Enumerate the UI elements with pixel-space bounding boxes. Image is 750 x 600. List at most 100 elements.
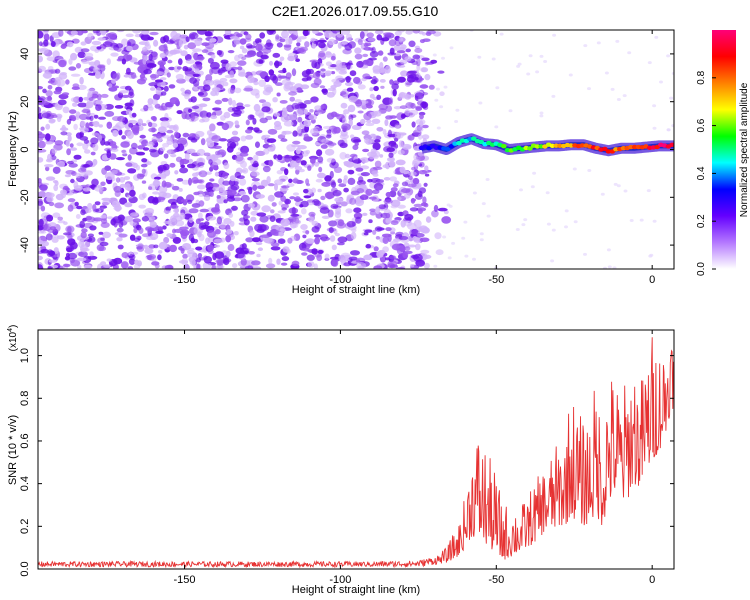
noise-blob [265,263,276,269]
noise-blob [226,189,237,196]
noise-blob [70,97,77,102]
noise-blob [604,71,609,75]
noise-blob [397,204,406,209]
noise-blob [267,30,276,33]
noise-blob [143,104,149,112]
noise-blob [116,227,124,233]
noise-blob [376,227,385,231]
noise-blob [320,144,328,149]
noise-blob [163,85,169,92]
noise-blob [392,89,397,97]
noise-blob [245,33,252,41]
noise-blob [268,159,274,167]
noise-blob [207,57,214,64]
y-tick-label: -20 [19,189,31,205]
noise-blob [302,234,307,239]
noise-blob [391,83,399,90]
noise-blob [372,229,377,235]
noise-blob [414,92,425,100]
noise-blob [150,81,159,85]
noise-blob [334,211,342,219]
noise-blob [363,112,372,121]
noise-blob [317,188,322,193]
noise-blob [421,134,430,140]
noise-blob [179,212,186,220]
noise-blob [166,233,173,238]
noise-blob [136,78,146,85]
noise-blob [42,30,49,35]
noise-blob [112,130,119,137]
noise-blob [307,165,312,171]
noise-blob [176,110,183,115]
noise-blob [178,260,189,264]
noise-blob [66,247,73,253]
noise-blob [93,217,103,222]
noise-blob [137,145,146,150]
noise-blob [159,52,166,59]
noise-blob [56,235,65,240]
noise-blob [250,171,260,177]
noise-blob [368,219,373,224]
noise-blob [90,137,99,145]
noise-blob [381,37,390,42]
noise-blob [335,67,340,72]
noise-blob [70,30,78,36]
noise-blob [148,53,153,61]
noise-blob [166,136,172,142]
noise-blob [277,210,286,214]
noise-blob [173,212,180,218]
noise-blob [203,152,211,157]
noise-blob [117,244,124,250]
snr-ylabel: SNR (10 * v/v) [7,415,19,485]
noise-blob [425,216,432,223]
noise-blob [214,171,219,177]
noise-blob [354,142,359,146]
noise-blob [285,72,292,79]
noise-blob [167,59,173,64]
noise-blob [583,252,587,256]
x-tick-label: -150 [174,274,196,286]
noise-blob [312,71,321,79]
noise-blob [226,196,235,202]
noise-blob [382,164,390,169]
noise-blob [59,127,69,131]
noise-blob [304,41,310,48]
noise-blob [127,168,137,174]
noise-blob [464,254,469,258]
noise-blob [141,30,150,35]
noise-blob [384,65,391,74]
noise-blob [481,202,486,206]
noise-blob [303,133,309,142]
noise-blob [49,118,56,123]
noise-blob [206,140,215,148]
noise-blob [369,87,374,92]
noise-blob [337,42,342,49]
noise-blob [369,196,377,200]
noise-blob [126,131,134,140]
noise-blob [340,102,348,109]
noise-blob [395,62,402,67]
noise-blob [436,87,440,91]
noise-blob [163,153,169,159]
noise-blob [69,143,74,148]
noise-blob [43,39,49,47]
noise-blob [407,134,415,141]
noise-blob [139,73,146,79]
noise-blob [96,46,102,50]
spectrogram-ylabel: Frequency (Hz) [7,111,19,187]
noise-blob [251,178,260,182]
noise-blob [67,204,74,212]
noise-blob [273,112,281,117]
noise-blob [203,195,211,201]
noise-blob [375,179,385,183]
noise-blob [278,200,283,206]
noise-blob [66,41,74,48]
noise-blob [38,264,43,269]
y-tick-label: -40 [19,237,31,253]
noise-blob [255,194,265,199]
noise-blob [127,39,136,47]
noise-blob [40,248,49,254]
noise-blob [91,132,100,136]
noise-blob [138,193,146,201]
noise-blob [199,208,209,213]
